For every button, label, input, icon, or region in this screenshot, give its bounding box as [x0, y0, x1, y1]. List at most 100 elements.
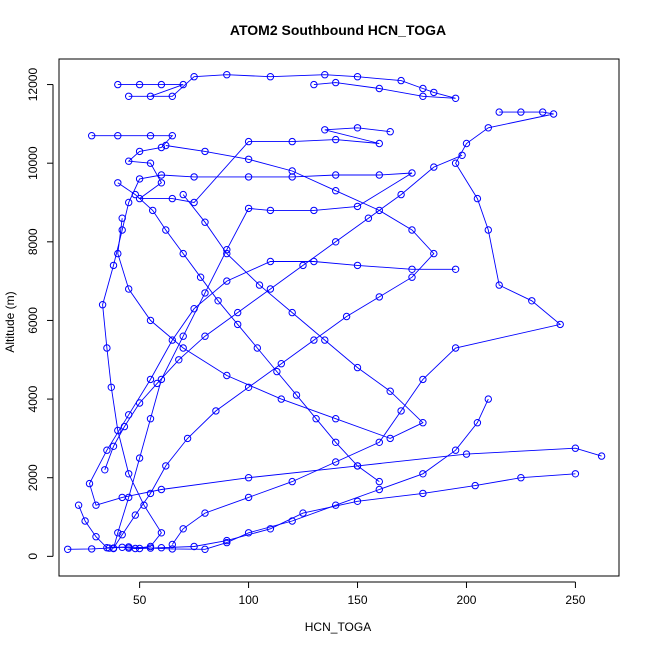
data-point: [118, 493, 126, 502]
y-tick-label: 4000: [26, 385, 40, 412]
data-point: [146, 544, 155, 552]
data-point: [146, 375, 155, 384]
data-point: [397, 76, 405, 85]
data-point: [168, 132, 177, 140]
data-point: [408, 273, 416, 281]
data-point: [135, 544, 144, 553]
data-point: [495, 108, 503, 116]
data-point: [451, 159, 460, 167]
data-point: [419, 375, 427, 384]
data-point: [88, 545, 96, 553]
data-point: [157, 529, 166, 537]
data-point: [408, 265, 416, 273]
data-point: [332, 78, 340, 87]
series-group: [125, 470, 580, 553]
data-point: [201, 289, 209, 297]
data-point: [342, 312, 351, 321]
data-point: [114, 426, 122, 435]
data-point: [103, 344, 111, 352]
data-point: [321, 71, 329, 79]
data-point: [135, 175, 144, 183]
data-point: [168, 92, 177, 101]
data-point: [125, 198, 133, 207]
data-point: [353, 363, 362, 372]
data-point: [114, 132, 122, 140]
data-point: [273, 367, 281, 376]
series-line: [78, 398, 489, 550]
data-point: [255, 281, 264, 289]
data-point: [118, 214, 126, 222]
data-point: [375, 293, 383, 301]
data-point: [244, 529, 253, 537]
data-point: [244, 155, 253, 164]
data-point: [288, 167, 296, 175]
data-point: [157, 485, 166, 494]
data-point: [375, 206, 383, 215]
data-point: [266, 206, 275, 215]
data-point: [135, 399, 144, 407]
data-point: [288, 477, 296, 486]
data-point: [451, 94, 460, 103]
data-point: [135, 147, 144, 156]
data-point: [168, 336, 177, 344]
data-point: [321, 336, 329, 344]
series-group: [74, 395, 492, 553]
data-point: [98, 301, 107, 309]
data-point: [114, 80, 122, 89]
data-point: [179, 344, 187, 352]
data-point: [408, 169, 416, 177]
data-point: [473, 419, 482, 427]
data-point: [153, 379, 161, 388]
data-point: [419, 470, 427, 478]
data-point: [253, 344, 261, 352]
data-point: [120, 422, 129, 431]
data-point: [125, 285, 133, 293]
data-point: [451, 344, 460, 352]
data-point: [451, 265, 460, 273]
data-point: [190, 173, 198, 181]
data-point: [114, 179, 122, 187]
data-point: [146, 92, 155, 101]
series-group: [85, 257, 606, 509]
data-point: [201, 147, 209, 156]
data-point: [135, 80, 144, 89]
data-point: [135, 454, 144, 462]
data-point: [375, 84, 383, 93]
data-point: [332, 501, 340, 509]
data-point: [266, 525, 275, 533]
data-point: [288, 173, 296, 181]
data-point: [157, 375, 166, 384]
data-point: [179, 80, 187, 89]
data-point: [212, 407, 220, 415]
data-point: [451, 446, 460, 454]
data-point: [201, 509, 209, 517]
data-point: [244, 383, 253, 391]
data-point: [517, 474, 525, 482]
series-group: [109, 141, 438, 552]
data-point: [190, 73, 198, 81]
data-point: [419, 84, 427, 93]
series-group: [168, 108, 564, 549]
data-point: [299, 261, 307, 270]
data-point: [244, 204, 253, 213]
data-point: [223, 249, 231, 258]
data-point: [375, 485, 383, 494]
data-point: [149, 206, 157, 215]
data-point: [332, 458, 340, 466]
data-point: [419, 92, 427, 101]
data-point: [183, 434, 192, 443]
data-point: [430, 249, 438, 258]
data-point: [214, 297, 222, 305]
data-point: [462, 139, 471, 148]
series-line: [113, 145, 435, 549]
data-point: [288, 308, 296, 317]
data-point: [310, 336, 318, 344]
data-point: [109, 442, 118, 450]
data-point: [332, 438, 340, 446]
data-point: [462, 450, 471, 458]
data-point: [484, 124, 492, 132]
x-axis-label: HCN_TOGA: [305, 620, 371, 634]
data-point: [146, 489, 155, 498]
data-point: [353, 497, 362, 505]
data-point: [223, 371, 231, 380]
